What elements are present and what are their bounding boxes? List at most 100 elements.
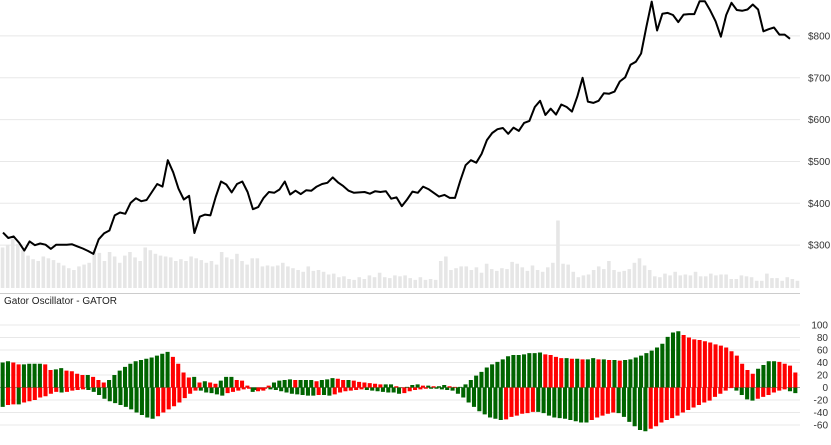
volume-bar <box>331 273 336 288</box>
volume-bar <box>311 270 316 288</box>
gator-upper-bar <box>165 351 170 388</box>
volume-bar <box>642 265 647 288</box>
gator-lower-bar <box>429 387 434 389</box>
volume-bar <box>729 279 733 288</box>
gator-lower-bar <box>530 387 535 412</box>
gator-lower-bar <box>279 387 284 392</box>
gator-lower-bar <box>348 387 353 391</box>
volume-bars <box>0 220 800 288</box>
oscillator-bars <box>0 331 798 432</box>
gator-lower-bar <box>787 387 793 392</box>
gator-lower-bar <box>562 387 568 419</box>
volume-bar <box>744 276 749 288</box>
gator-upper-bar <box>447 386 452 388</box>
gator-upper-bar <box>713 344 718 388</box>
volume-bar <box>652 276 657 288</box>
volume-bar <box>56 262 61 288</box>
volume-bar <box>347 279 351 288</box>
volume-bar <box>306 266 311 288</box>
volume-bar <box>760 280 764 288</box>
gator-lower-bar <box>198 387 203 391</box>
volume-bar <box>444 256 448 288</box>
volume-bar <box>250 258 255 288</box>
gator-upper-bar <box>229 376 234 388</box>
price-tick-label: $800 <box>808 31 831 42</box>
oscillator-tick-label: -40 <box>814 408 829 419</box>
volume-bar <box>67 268 71 288</box>
gator-lower-bar <box>654 387 659 427</box>
gator-lower-bar <box>782 387 787 390</box>
volume-bar <box>785 277 790 288</box>
volume-bar <box>382 277 387 288</box>
volume-bar <box>770 278 774 288</box>
gator-lower-bar <box>664 387 669 420</box>
volume-bar <box>775 278 779 288</box>
gator-upper-bar <box>537 352 543 388</box>
gator-lower-bar <box>155 387 161 417</box>
volume-bar <box>663 273 667 288</box>
volume-bar <box>337 277 341 288</box>
volume-bar <box>566 264 570 288</box>
gator-lower-bar <box>434 387 439 389</box>
gator-lower-bar <box>16 387 21 405</box>
gator-lower-bar <box>86 387 91 390</box>
gator-lower-bar <box>214 387 219 395</box>
gator-lower-bar <box>621 387 626 417</box>
gator-lower-bar <box>573 387 578 422</box>
volume-bar <box>367 275 372 288</box>
price-tick-label: $500 <box>808 157 831 168</box>
volume-bar <box>596 266 601 288</box>
gator-lower-bar <box>402 387 407 394</box>
volume-bar <box>484 263 489 288</box>
gator-lower-bar <box>659 387 664 423</box>
gator-lower-bar <box>284 387 289 393</box>
gator-lower-bar <box>172 387 177 407</box>
volume-bar <box>413 279 418 288</box>
gator-lower-bar <box>755 387 760 399</box>
volume-bar <box>780 280 784 288</box>
gator-lower-bar <box>70 387 75 391</box>
gator-upper-bar <box>309 380 314 388</box>
volume-bar <box>627 269 632 288</box>
gator-lower-bar <box>236 387 241 391</box>
volume-bar <box>31 259 35 288</box>
gator-upper-bar <box>761 365 766 388</box>
gator-lower-bar <box>461 387 466 398</box>
volume-bar <box>632 262 637 288</box>
gator-lower-bar <box>268 387 273 390</box>
gator-upper-bar <box>644 353 649 388</box>
gator-upper-bar <box>479 371 484 388</box>
gator-lower-bar <box>343 387 348 392</box>
gator-lower-bar <box>643 387 648 432</box>
gator-upper-bar <box>718 345 723 388</box>
volume-bar <box>174 261 178 288</box>
volume-bar <box>678 275 683 288</box>
gator-lower-bar <box>579 387 584 423</box>
gator-upper-bar <box>335 378 340 388</box>
gator-upper-bar <box>734 355 739 388</box>
gator-upper-bar <box>240 380 245 388</box>
gator-upper-bar <box>511 355 516 388</box>
gator-lower-bar <box>59 387 64 393</box>
price-line-group <box>2 0 791 255</box>
volume-bar <box>438 261 443 288</box>
gator-upper-bar <box>468 380 473 388</box>
gator-upper-bar <box>543 354 548 388</box>
gator-upper-bar <box>0 362 5 388</box>
gator-upper-bar <box>357 381 362 388</box>
volume-bar <box>61 265 66 288</box>
gator-upper-bar <box>569 358 574 388</box>
gator-lower-bar <box>568 387 573 420</box>
gator-lower-bar <box>166 387 171 410</box>
gator-lower-bar <box>145 387 150 418</box>
volume-bar <box>525 270 530 288</box>
price-gridlines <box>0 35 800 246</box>
volume-bar <box>214 264 219 288</box>
gator-lower-bar <box>64 387 69 392</box>
gator-lower-bar <box>22 387 27 403</box>
volume-bar <box>148 250 153 288</box>
gator-lower-bar <box>386 387 391 393</box>
gator-lower-bar <box>477 387 482 412</box>
gator-lower-bar <box>584 387 589 423</box>
volume-bar <box>291 268 295 288</box>
